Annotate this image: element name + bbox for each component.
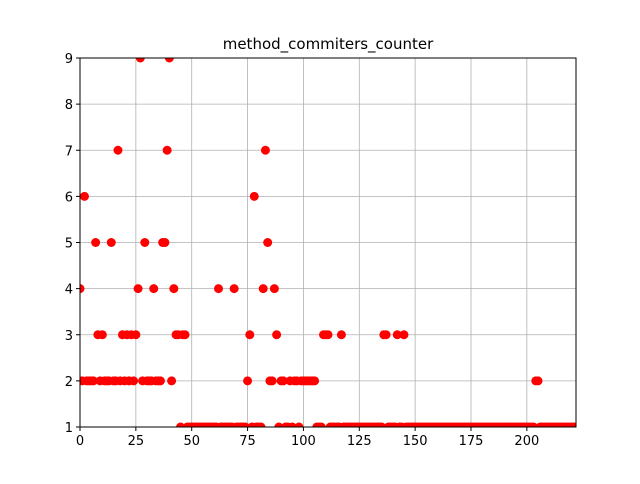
point [214, 284, 224, 294]
point [294, 422, 304, 427]
point [258, 284, 268, 294]
y-tick-label: 6 [65, 190, 73, 205]
point [243, 376, 253, 386]
point [164, 58, 174, 63]
point [269, 284, 279, 294]
x-tick-label: 100 [291, 434, 316, 449]
point [249, 191, 259, 201]
y-tick-label: 3 [65, 329, 73, 344]
point [133, 284, 143, 294]
point [287, 422, 297, 427]
point [140, 238, 150, 247]
point [162, 145, 172, 155]
y-tick-label: 4 [65, 283, 73, 298]
y-tick-label: 1 [65, 421, 73, 436]
point [113, 145, 123, 155]
point [160, 238, 170, 247]
x-tick-label: 25 [128, 434, 145, 449]
point [533, 376, 543, 386]
point [155, 376, 165, 386]
x-tick-label: 150 [403, 434, 428, 449]
point [316, 422, 326, 427]
point [80, 284, 85, 294]
point [149, 284, 159, 294]
point [529, 422, 539, 427]
point [176, 422, 186, 427]
point [323, 330, 333, 340]
point [97, 330, 107, 340]
chart-title: method_commiters_counter [223, 35, 434, 54]
point [229, 284, 239, 294]
point [381, 330, 391, 340]
point [167, 376, 177, 386]
point [377, 422, 387, 427]
point [240, 422, 250, 427]
point [91, 238, 101, 247]
y-tick-label: 8 [65, 98, 73, 113]
y-tick-label: 5 [65, 237, 73, 252]
point [263, 238, 273, 247]
y-tick-label: 9 [65, 52, 73, 67]
x-tick-label: 75 [239, 434, 256, 449]
ticks: 0 25 50 75 100 125 150 175 200 1 2 3 4 5 6 7 8 9 [65, 52, 540, 449]
x-tick-label: 175 [459, 434, 484, 449]
x-tick-label: 50 [183, 434, 200, 449]
point [180, 330, 190, 340]
point [310, 376, 320, 386]
x-tick-label: 200 [514, 434, 539, 449]
point [278, 376, 288, 386]
point [392, 330, 402, 340]
points [80, 58, 576, 427]
grid [79, 57, 576, 428]
point [245, 330, 255, 340]
point [399, 330, 409, 340]
x-tick-label: 0 [76, 434, 84, 449]
point [80, 191, 89, 201]
point [129, 376, 139, 386]
x-tick-label: 125 [347, 434, 372, 449]
y-tick-label: 2 [65, 375, 73, 390]
point [260, 145, 270, 155]
y-tick-label: 7 [65, 144, 73, 159]
point [88, 376, 98, 386]
point [274, 422, 284, 427]
point [135, 58, 145, 63]
point [336, 330, 346, 340]
point [256, 422, 266, 427]
point [106, 238, 116, 247]
point [569, 422, 576, 427]
point [267, 376, 277, 386]
point [272, 330, 282, 340]
point [131, 330, 141, 340]
point [169, 284, 179, 294]
